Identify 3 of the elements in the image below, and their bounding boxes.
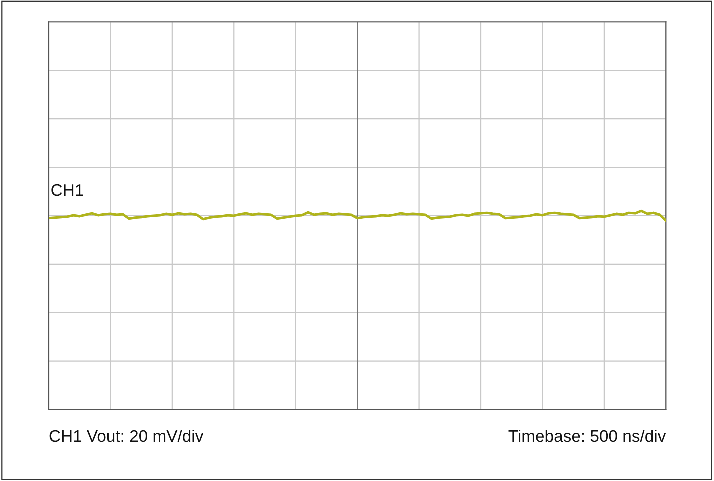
text: Timebase: 500 ns/div (508, 430, 666, 442)
text: CH1 Vout: 20 mV/div (50, 430, 204, 442)
text: CH1 (52, 184, 84, 196)
